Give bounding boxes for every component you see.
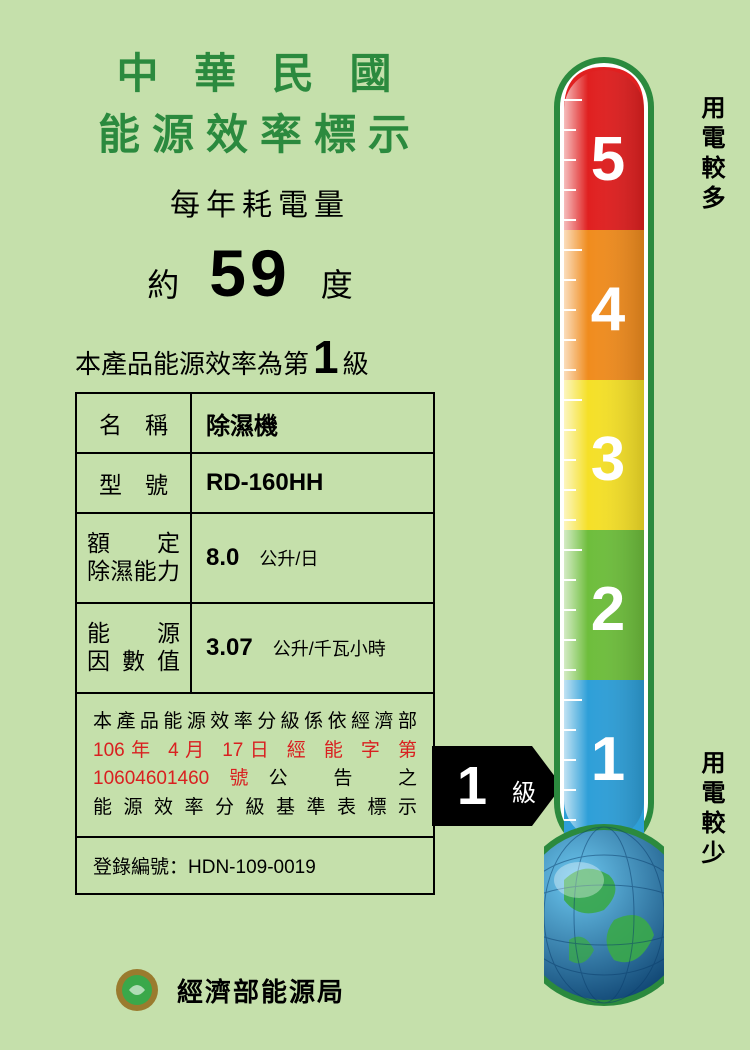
spec-row-factor: 能 源 因數值 3.07 公升/千瓦小時 bbox=[77, 604, 433, 694]
grade-suffix: 級 bbox=[343, 344, 369, 381]
spec-model-label: 型 號 bbox=[77, 454, 192, 512]
grade-summary: 本產品能源效率為第 1 級 bbox=[75, 330, 369, 384]
spec-table: 名 稱 除濕機 型 號 RD-160HH 額 定 除濕能力 8.0 公升/日 能… bbox=[75, 392, 435, 895]
subtitle: 每年耗電量 bbox=[85, 180, 435, 224]
grade-arrow-badge: 1 級 bbox=[432, 746, 562, 826]
spec-row-name: 名 稱 除濕機 bbox=[77, 394, 433, 454]
bureau-block: 經濟部能源局 bbox=[115, 968, 345, 1012]
consumption-value: 59 bbox=[209, 235, 290, 311]
spec-row-capacity: 額 定 除濕能力 8.0 公升/日 bbox=[77, 514, 433, 604]
side-label-top: 用電較多 bbox=[693, 95, 728, 215]
grade-prefix: 本產品能源效率為第 bbox=[75, 344, 309, 381]
svg-text:5: 5 bbox=[591, 125, 625, 194]
svg-text:3: 3 bbox=[591, 425, 625, 494]
side-label-bottom: 用電較少 bbox=[693, 750, 728, 870]
spec-capacity-value: 8.0 公升/日 bbox=[192, 514, 433, 602]
consumption-approx: 約 bbox=[147, 260, 179, 306]
bureau-text: 經濟部能源局 bbox=[177, 972, 345, 1009]
spec-model-value: RD-160HH bbox=[192, 454, 433, 512]
annual-consumption: 約 59 度 bbox=[85, 235, 415, 311]
spec-capacity-label: 額 定 除濕能力 bbox=[77, 514, 192, 602]
notice-text: 本產品能源效率分級係依經濟部 106年 4月 17日 經 能 字 第106046… bbox=[77, 694, 433, 838]
svg-text:2: 2 bbox=[591, 575, 625, 644]
spec-name-value: 除濕機 bbox=[192, 394, 433, 452]
globe-highlight bbox=[554, 862, 604, 898]
registration-value: HDN-109-0019 bbox=[188, 857, 316, 878]
svg-text:1: 1 bbox=[591, 725, 625, 794]
spec-factor-value: 3.07 公升/千瓦小時 bbox=[192, 604, 433, 692]
thermometer: 5 4 3 2 1 bbox=[544, 50, 664, 1010]
registration-label: 登錄編號： bbox=[93, 857, 188, 878]
spec-factor-label: 能 源 因數值 bbox=[77, 604, 192, 692]
grade-number: 1 bbox=[313, 330, 339, 384]
bureau-seal-icon bbox=[115, 968, 159, 1012]
arrow-grade: 1 bbox=[457, 756, 487, 816]
registration-row: 登錄編號：HDN-109-0019 bbox=[77, 838, 433, 893]
svg-text:4: 4 bbox=[591, 275, 626, 344]
spec-row-model: 型 號 RD-160HH bbox=[77, 454, 433, 514]
consumption-unit: 度 bbox=[321, 260, 353, 306]
title-line-1: 中 華 民 國 bbox=[85, 40, 435, 101]
spec-name-label: 名 稱 bbox=[77, 394, 192, 452]
globe-icon bbox=[544, 827, 664, 1003]
title-block: 中 華 民 國 能源效率標示 每年耗電量 bbox=[85, 40, 435, 224]
title-line-2: 能源效率標示 bbox=[85, 101, 435, 162]
arrow-unit: 級 bbox=[512, 780, 536, 807]
